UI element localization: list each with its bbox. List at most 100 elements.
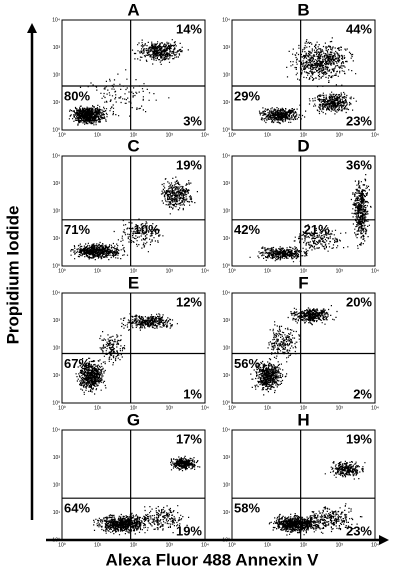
panel-label: C <box>127 136 139 155</box>
percent-lower-right: 21% <box>304 222 330 237</box>
y-axis-label: Propidium Iodide <box>3 206 22 345</box>
panel-label: H <box>297 410 309 429</box>
percent-upper-right: 14% <box>176 21 202 36</box>
percent-lower-right: 3% <box>183 113 202 128</box>
x-tick-label: 10⁴ <box>201 542 209 548</box>
y-tick-label: 10⁰ <box>52 537 60 543</box>
x-tick-label: 10⁴ <box>371 268 379 274</box>
panel-label: B <box>297 0 309 19</box>
percent-lower-right: 1% <box>183 386 202 401</box>
y-tick-label: 10⁰ <box>222 537 230 543</box>
x-tick-label: 10⁰ <box>228 132 236 138</box>
x-tick-label: 10⁰ <box>58 405 66 411</box>
plot-frame <box>61 429 206 541</box>
y-tick-label: 10¹ <box>53 510 61 516</box>
x-tick-label: 10² <box>300 132 308 138</box>
percent-lower-left: 80% <box>64 88 90 103</box>
percent-lower-right: 23% <box>346 523 372 538</box>
x-tick-label: 10⁰ <box>58 132 66 138</box>
y-tick-label: 10⁰ <box>222 127 230 133</box>
y-tick-label: 10² <box>53 72 61 78</box>
x-tick-label: 10² <box>300 268 308 274</box>
scatter-dots <box>268 460 366 536</box>
y-tick-label: 10⁴ <box>222 17 230 23</box>
x-tick-label: 10¹ <box>264 268 272 274</box>
scatter-dots <box>75 313 178 395</box>
x-tick-label: 10¹ <box>94 405 102 411</box>
x-tick-label: 10⁴ <box>201 132 209 138</box>
y-tick-label: 10³ <box>53 181 61 187</box>
y-tick-label: 10⁰ <box>52 400 60 406</box>
x-tick-label: 10⁴ <box>201 268 209 274</box>
percent-upper-right: 19% <box>346 431 372 446</box>
y-tick-label: 10³ <box>223 45 231 51</box>
percent-upper-right: 20% <box>346 294 372 309</box>
panel-label: D <box>297 136 309 155</box>
y-tick-label: 10⁰ <box>222 263 230 269</box>
percent-upper-right: 19% <box>176 157 202 172</box>
plot-frame <box>231 292 376 404</box>
x-tick-label: 10⁴ <box>371 405 379 411</box>
x-tick-label: 10³ <box>336 132 344 138</box>
x-axis-label: Alexa Fluor 488 Annexin V <box>106 550 320 569</box>
y-tick-label: 10¹ <box>223 373 231 379</box>
y-tick-label: 10⁴ <box>52 153 60 159</box>
y-tick-label: 10² <box>223 208 231 214</box>
x-tick-label: 10² <box>130 132 138 138</box>
x-tick-label: 10⁰ <box>228 405 236 411</box>
x-tick-label: 10³ <box>166 132 174 138</box>
x-tick-label: 10⁴ <box>201 405 209 411</box>
y-tick-label: 10³ <box>53 45 61 51</box>
x-tick-label: 10³ <box>166 405 174 411</box>
x-tick-label: 10⁰ <box>58 268 66 274</box>
percent-lower-left: 71% <box>64 222 90 237</box>
plot-frame <box>61 19 206 131</box>
plot-frame <box>231 19 376 131</box>
y-tick-label: 10² <box>53 482 61 488</box>
y-tick-label: 10⁴ <box>52 290 60 296</box>
y-tick-label: 10³ <box>223 181 231 187</box>
percent-lower-right: 23% <box>346 113 372 128</box>
y-tick-label: 10⁴ <box>222 153 230 159</box>
x-tick-label: 10¹ <box>264 405 272 411</box>
scatter-dots <box>70 176 198 261</box>
y-tick-label: 10¹ <box>223 510 231 516</box>
plot-frame <box>231 155 376 267</box>
y-tick-label: 10² <box>223 345 231 351</box>
x-tick-label: 10³ <box>166 268 174 274</box>
y-tick-label: 10² <box>223 482 231 488</box>
percent-lower-left: 58% <box>234 501 260 516</box>
plot-frame <box>61 292 206 404</box>
scatter-dots <box>93 455 201 536</box>
percent-upper-right: 44% <box>346 21 372 36</box>
x-tick-label: 10⁰ <box>228 542 236 548</box>
x-tick-label: 10² <box>130 268 138 274</box>
y-tick-label: 10¹ <box>223 236 231 242</box>
x-tick-label: 10⁴ <box>371 542 379 548</box>
scatter-dots <box>249 174 372 263</box>
percent-lower-right: 19% <box>176 523 202 538</box>
percent-lower-left: 56% <box>234 356 260 371</box>
y-tick-label: 10⁴ <box>222 427 230 433</box>
x-tick-label: 10⁰ <box>228 268 236 274</box>
x-tick-label: 10¹ <box>264 542 272 548</box>
y-tick-label: 10² <box>223 72 231 78</box>
y-tick-label: 10⁴ <box>52 427 60 433</box>
x-tick-label: 10³ <box>336 405 344 411</box>
y-tick-label: 10² <box>53 345 61 351</box>
panel-label: A <box>127 0 139 19</box>
y-tick-label: 10³ <box>53 455 61 461</box>
y-tick-label: 10³ <box>53 318 61 324</box>
y-tick-label: 10⁴ <box>222 290 230 296</box>
percent-upper-right: 36% <box>346 157 372 172</box>
y-tick-label: 10⁴ <box>52 17 60 23</box>
y-tick-label: 10¹ <box>53 373 61 379</box>
y-tick-label: 10³ <box>223 318 231 324</box>
